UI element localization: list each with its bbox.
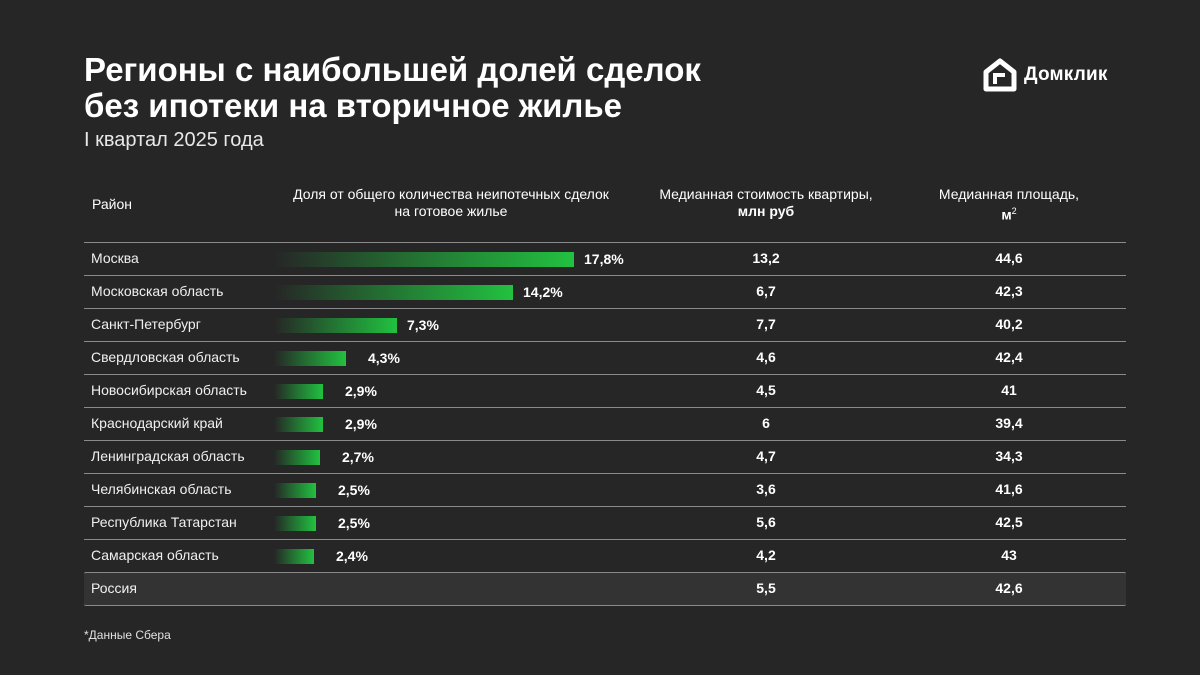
cell-region: Краснодарский край: [91, 415, 223, 431]
bar-container: 7,3%: [274, 317, 674, 333]
table-header: Район Доля от общего количества неипотеч…: [84, 186, 1126, 236]
cell-region: Самарская область: [91, 547, 219, 563]
cell-area: 41,6: [995, 481, 1023, 497]
bar-mark: [274, 318, 397, 333]
bar-mark: [274, 285, 513, 300]
bar-mark: [274, 384, 323, 399]
cell-region: Республика Татарстан: [91, 514, 237, 530]
cell-price: 7,7: [756, 316, 776, 332]
bar-mark: [274, 516, 316, 531]
cell-area: 42,3: [995, 283, 1023, 299]
header-area-line-1: Медианная площадь,: [938, 186, 1080, 202]
total-cell-area: 42,6: [995, 580, 1023, 596]
bar-value-label: 2,5%: [338, 515, 370, 531]
title-line-2: без ипотеки на вторичное жилье: [84, 87, 623, 124]
cell-price: 3,6: [756, 481, 776, 497]
header-price: Медианная стоимость квартиры, млн руб: [644, 186, 888, 220]
cell-region: Новосибирская область: [91, 382, 247, 398]
cell-region: Санкт-Петербург: [91, 316, 201, 332]
cell-region: Московская область: [91, 283, 224, 299]
table-row: Свердловская область 4,3% 4,6 42,4: [84, 341, 1126, 374]
bar-container: 2,5%: [274, 482, 674, 498]
total-cell-region: Россия: [91, 580, 137, 596]
header-share: Доля от общего количества неипотечных сд…: [274, 186, 628, 220]
house-logo-icon: [983, 58, 1017, 92]
header-share-line-2: на готовое жилье: [394, 203, 508, 219]
logo: Домклик: [982, 57, 1108, 93]
logo-text: Домклик: [1024, 64, 1108, 85]
bar-container: 17,8%: [274, 251, 674, 267]
cell-area: 43: [1001, 547, 1017, 563]
bar-mark: [274, 351, 346, 366]
bar-value-label: 17,8%: [584, 251, 624, 267]
header-share-line-1: Доля от общего количества неипотечных сд…: [293, 186, 609, 202]
data-table: Москва 17,8% 13,2 44,6 Московская область 14,…: [84, 242, 1126, 606]
cell-price: 4,2: [756, 547, 776, 563]
cell-area: 42,5: [995, 514, 1023, 530]
total-cell-price: 5,5: [756, 580, 776, 596]
cell-price: 6: [762, 415, 770, 431]
cell-region: Свердловская область: [91, 349, 240, 365]
table-row: Краснодарский край 2,9% 6 39,4: [84, 407, 1126, 440]
cell-region: Челябинская область: [91, 481, 232, 497]
bar-mark: [274, 417, 323, 432]
bar-mark: [274, 252, 574, 267]
cell-area: 41: [1001, 382, 1017, 398]
cell-price: 6,7: [756, 283, 776, 299]
bar-mark: [274, 450, 320, 465]
cell-area: 34,3: [995, 448, 1023, 464]
bar-container: 2,4%: [274, 548, 674, 564]
cell-price: 4,7: [756, 448, 776, 464]
cell-price: 13,2: [752, 250, 780, 266]
bar-container: 2,7%: [274, 449, 674, 465]
header-price-line-2: млн руб: [737, 203, 795, 219]
bar-value-label: 2,7%: [342, 449, 374, 465]
bar-value-label: 2,9%: [345, 416, 377, 432]
total-row: Россия 5,5 42,6: [84, 572, 1126, 606]
bar-mark: [274, 483, 316, 498]
cell-price: 5,6: [756, 514, 776, 530]
bar-value-label: 4,3%: [368, 350, 400, 366]
bar-container: 2,9%: [274, 383, 674, 399]
bar-container: 2,9%: [274, 416, 674, 432]
header-area-unit: м: [1001, 206, 1012, 223]
cell-price: 4,6: [756, 349, 776, 365]
table-row: Санкт-Петербург 7,3% 7,7 40,2: [84, 308, 1126, 341]
bar-value-label: 2,5%: [338, 482, 370, 498]
cell-area: 44,6: [995, 250, 1023, 266]
table-row: Самарская область 2,4% 4,2 43: [84, 539, 1126, 572]
table-row: Московская область 14,2% 6,7 42,3: [84, 275, 1126, 308]
cell-area: 42,4: [995, 349, 1023, 365]
header-area: Медианная площадь, м2: [904, 186, 1114, 224]
table-row: Москва 17,8% 13,2 44,6: [84, 242, 1126, 275]
cell-area: 40,2: [995, 316, 1023, 332]
bar-container: 2,5%: [274, 515, 674, 531]
header-area-sup: 2: [1011, 206, 1017, 216]
title-line-1: Регионы с наибольшей долей сделок: [84, 51, 701, 88]
bar-value-label: 14,2%: [523, 284, 563, 300]
bar-container: 14,2%: [274, 284, 674, 300]
cell-price: 4,5: [756, 382, 776, 398]
bar-value-label: 7,3%: [407, 317, 439, 333]
bar-value-label: 2,4%: [336, 548, 368, 564]
header-price-line-1: Медианная стоимость квартиры,: [659, 186, 873, 202]
table-row: Республика Татарстан 2,5% 5,6 42,5: [84, 506, 1126, 539]
cell-area: 39,4: [995, 415, 1023, 431]
table-row: Ленинградская область 2,7% 4,7 34,3: [84, 440, 1126, 473]
bar-mark: [274, 549, 314, 564]
bar-value-label: 2,9%: [345, 383, 377, 399]
page-title: Регионы с наибольшей долей сделок без ип…: [84, 52, 784, 124]
cell-region: Москва: [91, 250, 139, 266]
subtitle: I квартал 2025 года: [84, 129, 264, 151]
footnote: *Данные Сбера: [84, 628, 171, 642]
bar-container: 4,3%: [274, 350, 674, 366]
table-row: Новосибирская область 2,9% 4,5 41: [84, 374, 1126, 407]
cell-region: Ленинградская область: [91, 448, 245, 464]
table-row: Челябинская область 2,5% 3,6 41,6: [84, 473, 1126, 506]
header-region: Район: [92, 196, 132, 212]
